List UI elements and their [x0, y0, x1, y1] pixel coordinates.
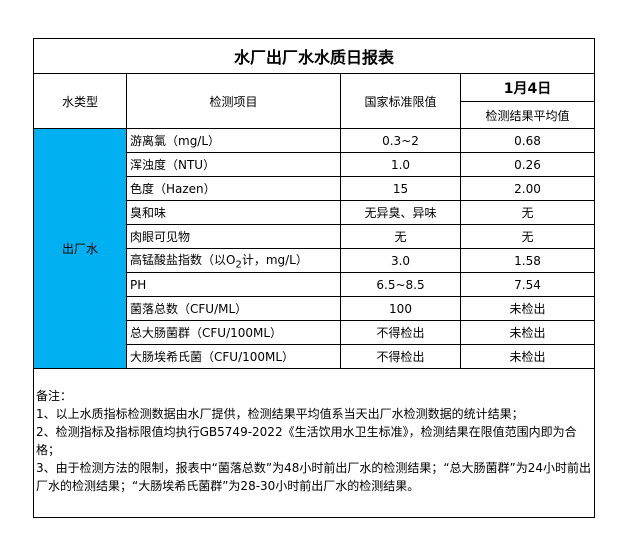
test-item: 大肠埃希氏菌（CFU/100ML） [126, 344, 341, 369]
table-row: 臭和味 无异臭、异味无 [34, 200, 596, 225]
test-item: 色度（Hazen） [126, 176, 341, 201]
average-result: 0.26 [459, 152, 596, 177]
standard-limit: 不得检出 [340, 320, 461, 345]
notes: 备注： 1、以上水质指标检测数据由水厂提供，检测结果平均值系当天出厂水检测数据的统… [32, 368, 596, 518]
table-row: 高锰酸盐指数（以O2计，mg/L） 3.0 1.58 [34, 248, 596, 273]
standard-limit: 0.3~2 [340, 128, 461, 153]
note-line: 2、检测指标及指标限值均执行GB5749-2022《生活饮用水卫生标准》，检测结… [36, 425, 577, 457]
standard-limit: 15 [340, 176, 461, 201]
note-line: 3、由于检测方法的限制，报表中“菌落总数”为48小时前出厂水的检测结果；“总大肠… [36, 461, 592, 493]
average-result: 1.58 [459, 248, 596, 273]
average-result: 未检出 [459, 296, 596, 321]
test-item: PH [126, 272, 341, 297]
average-result: 无 [459, 224, 596, 249]
table-row: 出厂水 游离氯（mg/L） 0.3~2 0.68 [33, 128, 596, 369]
test-item: 菌落总数（CFU/ML） [126, 296, 341, 321]
water-type-cell: 出厂水 [33, 128, 127, 369]
header-national-standard: 国家标准限值 [340, 73, 461, 129]
standard-limit: 100 [340, 296, 461, 321]
header-test-item: 检测项目 [126, 73, 341, 129]
table-row: 肉眼可见物无无 [34, 224, 596, 249]
header-average-result: 检测结果平均值 [459, 101, 596, 129]
test-item-text: 计，mg/L） [241, 252, 308, 267]
water-quality-report-table: 水厂出厂水水质日报表 水类型 检测项目 国家标准限值 1月4日 检测结果平均值 … [32, 38, 596, 518]
test-item: 总大肠菌群（CFU/100ML） [126, 320, 341, 345]
standard-limit: 不得检出 [340, 344, 461, 369]
test-item: 高锰酸盐指数（以O2计，mg/L） [126, 248, 341, 273]
test-item-text: 高锰酸盐指数（以O [130, 252, 236, 267]
note-line: 备注： [36, 389, 73, 403]
standard-limit: 3.0 [340, 248, 461, 273]
average-result: 0.68 [459, 128, 596, 153]
table-row: 大肠埃希氏菌（CFU/100ML） 不得检出 未检出 [34, 344, 596, 369]
standard-limit: 无 [340, 224, 461, 249]
standard-limit: 6.5~8.5 [340, 272, 461, 297]
test-item: 臭和味 [126, 200, 341, 225]
standard-limit: 1.0 [340, 152, 461, 177]
table-row: 浑浊度（NTU） 1.0 0.26 [34, 152, 596, 177]
header-water-type: 水类型 [33, 73, 127, 129]
average-result: 未检出 [459, 344, 596, 369]
subscript: 2 [235, 259, 242, 271]
test-item: 浑浊度（NTU） [126, 152, 341, 177]
table-row: PH 6.5~8.5 7.54 [34, 272, 596, 297]
standard-limit: 无异臭、异味 [340, 200, 461, 225]
report-title: 水厂出厂水水质日报表 [32, 38, 596, 74]
table-row: 色度（Hazen） 15 2.00 [34, 176, 596, 201]
test-item: 游离氯（mg/L） [126, 128, 341, 153]
average-result: 未检出 [459, 320, 596, 345]
average-result: 无 [459, 200, 596, 225]
header-date: 1月4日 [459, 73, 596, 102]
test-item: 肉眼可见物 [126, 224, 341, 249]
average-result: 2.00 [459, 176, 596, 201]
table-row: 菌落总数（CFU/ML） 100 未检出 [34, 296, 596, 321]
average-result: 7.54 [459, 272, 596, 297]
note-line: 1、以上水质指标检测数据由水厂提供，检测结果平均值系当天出厂水检测数据的统计结果… [36, 407, 524, 421]
